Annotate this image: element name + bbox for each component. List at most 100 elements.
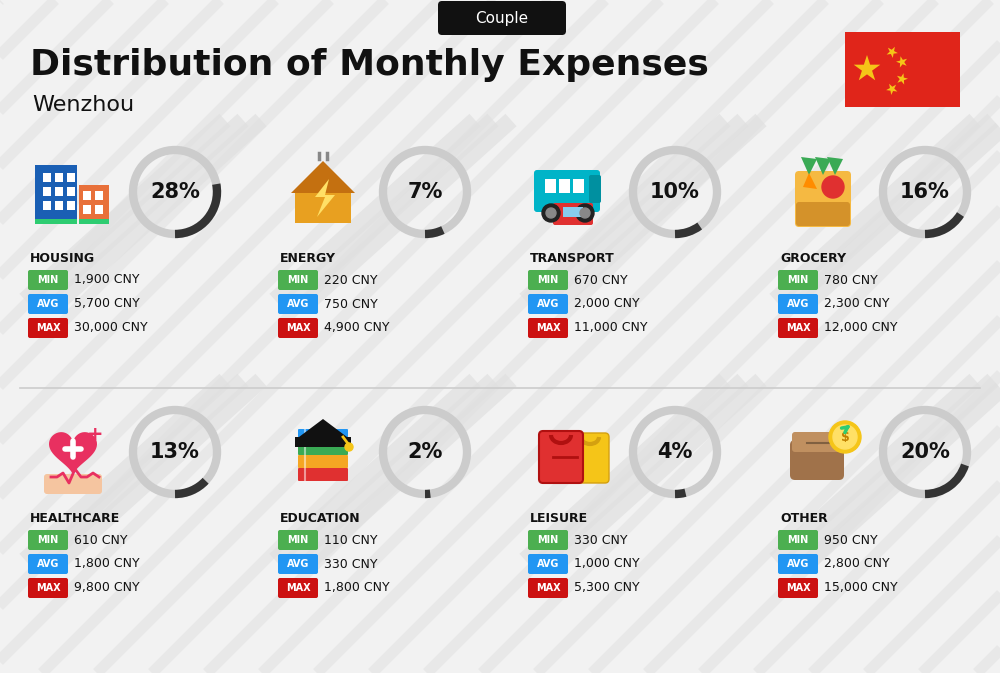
Text: Distribution of Monthly Expenses: Distribution of Monthly Expenses	[30, 48, 709, 82]
FancyBboxPatch shape	[79, 185, 109, 223]
Circle shape	[546, 208, 556, 218]
FancyBboxPatch shape	[83, 191, 91, 200]
FancyBboxPatch shape	[278, 318, 318, 338]
Text: 9,800 CNY: 9,800 CNY	[74, 581, 140, 594]
Text: 4%: 4%	[657, 442, 693, 462]
FancyBboxPatch shape	[43, 173, 51, 182]
Polygon shape	[896, 57, 907, 67]
Polygon shape	[803, 173, 817, 189]
Polygon shape	[801, 157, 817, 175]
FancyBboxPatch shape	[528, 578, 568, 598]
Circle shape	[822, 176, 844, 198]
Text: 2%: 2%	[407, 442, 443, 462]
Polygon shape	[49, 432, 97, 476]
Text: ENERGY: ENERGY	[280, 252, 336, 264]
Text: MAX: MAX	[786, 583, 810, 593]
Text: 1,000 CNY: 1,000 CNY	[574, 557, 640, 571]
FancyBboxPatch shape	[28, 530, 68, 550]
Text: 4,900 CNY: 4,900 CNY	[324, 322, 390, 334]
Text: EDUCATION: EDUCATION	[280, 511, 361, 524]
FancyBboxPatch shape	[559, 179, 570, 193]
FancyBboxPatch shape	[795, 171, 851, 227]
Text: 5,700 CNY: 5,700 CNY	[74, 297, 140, 310]
Text: 330 CNY: 330 CNY	[574, 534, 628, 546]
Text: 2,800 CNY: 2,800 CNY	[824, 557, 890, 571]
Text: AVG: AVG	[537, 559, 559, 569]
Text: 2,300 CNY: 2,300 CNY	[824, 297, 890, 310]
FancyBboxPatch shape	[553, 203, 593, 225]
Text: 1,800 CNY: 1,800 CNY	[74, 557, 140, 571]
FancyBboxPatch shape	[528, 530, 568, 550]
Text: AVG: AVG	[787, 559, 809, 569]
FancyBboxPatch shape	[35, 165, 77, 223]
Polygon shape	[815, 157, 831, 175]
Text: MIN: MIN	[287, 275, 309, 285]
Text: AVG: AVG	[287, 559, 309, 569]
FancyBboxPatch shape	[79, 219, 109, 224]
Text: 220 CNY: 220 CNY	[324, 273, 378, 287]
Text: 950 CNY: 950 CNY	[824, 534, 878, 546]
Text: AVG: AVG	[537, 299, 559, 309]
FancyBboxPatch shape	[67, 173, 75, 182]
Text: MIN: MIN	[37, 275, 59, 285]
FancyBboxPatch shape	[298, 468, 348, 481]
FancyBboxPatch shape	[438, 1, 566, 35]
FancyBboxPatch shape	[278, 554, 318, 574]
Text: +: +	[87, 425, 103, 444]
FancyBboxPatch shape	[43, 201, 51, 210]
FancyBboxPatch shape	[528, 554, 568, 574]
Circle shape	[542, 204, 560, 222]
FancyBboxPatch shape	[298, 442, 348, 455]
FancyBboxPatch shape	[55, 201, 63, 210]
Polygon shape	[299, 419, 347, 437]
FancyBboxPatch shape	[278, 530, 318, 550]
FancyBboxPatch shape	[792, 432, 842, 452]
Text: MIN: MIN	[37, 535, 59, 545]
FancyBboxPatch shape	[778, 554, 818, 574]
FancyBboxPatch shape	[778, 294, 818, 314]
Text: AVG: AVG	[787, 299, 809, 309]
Text: 5,300 CNY: 5,300 CNY	[574, 581, 640, 594]
FancyBboxPatch shape	[778, 530, 818, 550]
Text: AVG: AVG	[37, 299, 59, 309]
Text: Couple: Couple	[475, 11, 529, 26]
Text: MAX: MAX	[286, 583, 310, 593]
Polygon shape	[315, 179, 335, 217]
Text: 610 CNY: 610 CNY	[74, 534, 128, 546]
Text: MIN: MIN	[787, 535, 809, 545]
FancyBboxPatch shape	[28, 294, 68, 314]
FancyBboxPatch shape	[298, 455, 348, 468]
Circle shape	[580, 208, 590, 218]
FancyBboxPatch shape	[534, 170, 600, 212]
FancyBboxPatch shape	[528, 270, 568, 290]
Text: MAX: MAX	[36, 323, 60, 333]
FancyBboxPatch shape	[55, 187, 63, 196]
Text: GROCERY: GROCERY	[780, 252, 846, 264]
Polygon shape	[897, 73, 908, 85]
Text: 10%: 10%	[650, 182, 700, 202]
Text: LEISURE: LEISURE	[530, 511, 588, 524]
Text: MAX: MAX	[786, 323, 810, 333]
Text: 2,000 CNY: 2,000 CNY	[574, 297, 640, 310]
Polygon shape	[291, 161, 355, 193]
FancyBboxPatch shape	[83, 205, 91, 214]
Text: 1,900 CNY: 1,900 CNY	[74, 273, 140, 287]
FancyBboxPatch shape	[778, 318, 818, 338]
Text: 1,800 CNY: 1,800 CNY	[324, 581, 390, 594]
FancyBboxPatch shape	[778, 270, 818, 290]
Text: MAX: MAX	[536, 323, 560, 333]
Text: TRANSPORT: TRANSPORT	[530, 252, 615, 264]
FancyBboxPatch shape	[528, 294, 568, 314]
FancyBboxPatch shape	[545, 179, 556, 193]
FancyBboxPatch shape	[573, 179, 584, 193]
FancyBboxPatch shape	[95, 191, 103, 200]
FancyBboxPatch shape	[278, 578, 318, 598]
Text: 13%: 13%	[150, 442, 200, 462]
Text: MAX: MAX	[536, 583, 560, 593]
Text: 28%: 28%	[150, 182, 200, 202]
FancyBboxPatch shape	[28, 270, 68, 290]
FancyBboxPatch shape	[278, 294, 318, 314]
Polygon shape	[887, 46, 898, 58]
FancyBboxPatch shape	[845, 32, 960, 107]
FancyBboxPatch shape	[67, 201, 75, 210]
